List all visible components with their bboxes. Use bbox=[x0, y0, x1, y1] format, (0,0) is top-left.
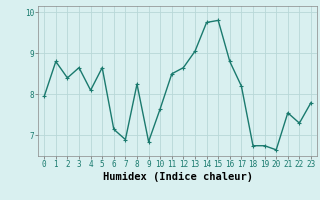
X-axis label: Humidex (Indice chaleur): Humidex (Indice chaleur) bbox=[103, 172, 252, 182]
